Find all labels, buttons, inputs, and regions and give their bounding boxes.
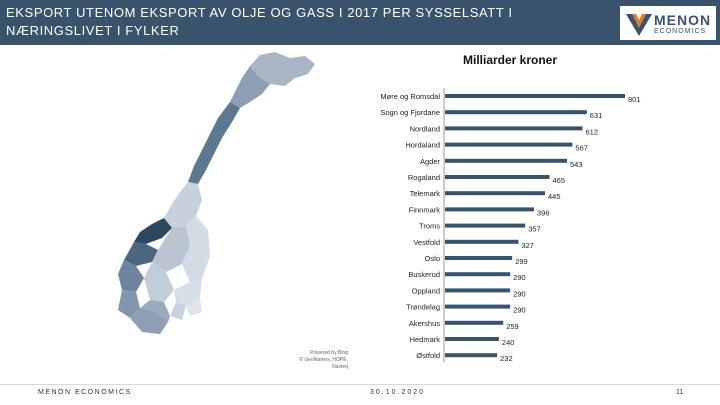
data-label: 357: [528, 225, 541, 234]
map-region-troms: [230, 66, 270, 108]
bar: [445, 239, 519, 244]
data-label: 801: [628, 95, 641, 104]
map-region-vestfold: [170, 302, 186, 320]
logo-name: MENON: [654, 12, 712, 28]
bar: [445, 191, 545, 196]
data-label: 445: [548, 192, 561, 201]
bar: [445, 223, 526, 228]
map-attribution-line1: Powered by Bing: [310, 350, 348, 356]
bar: [445, 126, 583, 131]
menon-logo: MENON ECONOMICS: [620, 6, 716, 40]
bar: [445, 288, 511, 293]
data-label: 396: [537, 208, 550, 217]
page-number: 11: [676, 389, 684, 396]
data-label: 327: [521, 241, 534, 250]
logo-subtitle: ECONOMICS: [654, 28, 707, 35]
category-label: Sogn og Fjordane: [380, 108, 440, 117]
data-label: 259: [506, 322, 519, 331]
header-bar: EKSPORT UTENOM EKSPORT AV OLJE OG GASS I…: [0, 0, 720, 45]
category-label: Oslo: [425, 254, 440, 263]
footer-company: MENON ECONOMICS: [38, 389, 132, 396]
map-region-hedmark: [182, 216, 210, 282]
map-region-more: [134, 218, 172, 244]
map-region-oppland: [152, 226, 190, 272]
data-label: 299: [515, 257, 528, 266]
map-region-agder: [130, 308, 168, 334]
data-label: 631: [590, 111, 603, 120]
bar: [445, 256, 513, 260]
category-label: Troms: [419, 222, 440, 231]
category-label: Trøndelag: [406, 303, 440, 312]
map-region-nordland: [188, 102, 240, 184]
data-label: 240: [502, 338, 515, 347]
map-region-ostfold: [186, 298, 202, 316]
category-label: Rogaland: [408, 173, 440, 182]
data-label: 465: [552, 176, 565, 185]
map-region-rogaland: [118, 290, 140, 318]
menon-logo-icon: [626, 14, 652, 36]
map-attribution-line2: © GeoNames, HOPE, Navteq: [299, 357, 348, 370]
footer-date: 30.10.2020: [370, 389, 426, 396]
bar: [445, 320, 504, 325]
bar: [445, 304, 511, 309]
category-label: Vestfold: [413, 238, 440, 247]
category-label: Agder: [420, 157, 441, 166]
data-label: 290: [513, 289, 526, 298]
data-label: 232: [500, 354, 513, 363]
data-label: 290: [513, 306, 526, 315]
category-label: Hordaland: [405, 141, 440, 150]
map-region-akershus: [174, 278, 202, 306]
map-region-telemark: [140, 300, 170, 322]
bar: [445, 353, 498, 358]
category-label: Møre og Romsdal: [380, 92, 440, 101]
chart-title: Milliarder kroner: [462, 53, 558, 67]
norway-county-map: [118, 52, 315, 334]
map-attribution: Powered by Bing © GeoNames, HOPE, Navteq: [288, 350, 348, 371]
data-label: 567: [575, 144, 588, 153]
category-label: Hedmark: [410, 335, 441, 344]
bar: [445, 337, 499, 341]
map-region-finnmark: [250, 52, 315, 86]
data-label: 543: [570, 160, 583, 169]
bar: [445, 175, 550, 179]
category-label: Nordland: [410, 124, 440, 133]
bar-group: Møre og Romsdal 801 Sogn og Fjordane 631 Nor…: [380, 92, 640, 363]
bar: [445, 207, 534, 212]
category-label: Østfold: [416, 351, 440, 360]
bar: [445, 158, 568, 163]
bar: [445, 94, 625, 98]
category-label: Finnmark: [409, 205, 441, 214]
bar: [445, 272, 511, 277]
map-region-hordaland: [118, 260, 144, 292]
data-label: 612: [586, 127, 599, 136]
category-label: Akershus: [409, 319, 441, 328]
footer-divider: [0, 384, 720, 385]
data-label: 290: [513, 273, 526, 282]
map-region-trondelag: [164, 182, 202, 228]
category-label: Buskerud: [408, 270, 440, 279]
bar: [445, 142, 573, 147]
map-region-sogn: [124, 242, 158, 266]
map-region-buskerud: [144, 262, 174, 302]
bar: [445, 110, 587, 115]
category-label: Telemark: [410, 189, 441, 198]
category-label: Oppland: [412, 286, 440, 295]
slide-title: EKSPORT UTENOM EKSPORT AV OLJE OG GASS I…: [6, 5, 513, 38]
